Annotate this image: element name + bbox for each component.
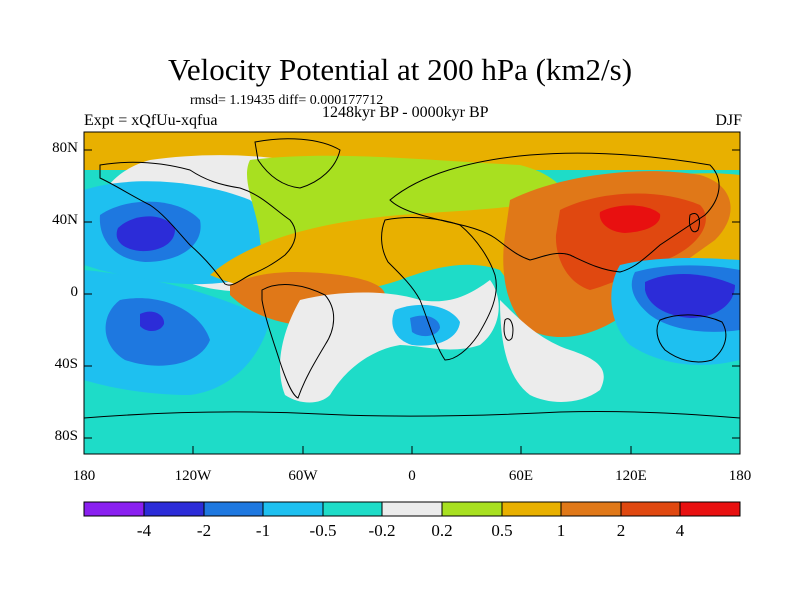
colorbar-swatch-10 [680,502,740,516]
lat-label-80s: 80S [54,428,78,444]
lat-ticks [84,149,740,439]
indian-neutral [500,300,604,402]
lon-label-180e: 180 [728,468,752,484]
colorbar-label-7: 1 [556,521,566,540]
lon-ticks [83,446,741,454]
lon-label-60w: 60W [288,468,318,484]
colorbar-swatch-3 [263,502,323,516]
colorbar-label-1: -2 [196,521,212,540]
lon-label-60e: 60E [508,468,534,484]
colorbar-swatch-8 [561,502,621,516]
maritime-strongneg [645,274,735,318]
lat-label-40s: 40S [54,356,78,372]
eurasia-coast [389,152,720,273]
colorbar-swatch-7 [502,502,561,516]
experiment-label: Expt = xQfUu-xqfua [84,112,218,129]
south-america-coast [261,284,335,399]
colorbar-label-3: -0.5 [309,521,337,540]
rmsd-stat: rmsd= 1.19435 diff= 0.000177712 [190,93,384,108]
colorbar-swatch-9 [621,502,680,516]
lat-label-40n: 40N [52,212,78,228]
map-title: Velocity Potential at 200 hPa (km2/s) [167,52,633,87]
lat-label-80n: 80N [52,140,78,156]
colorbar-label-2: -1 [255,521,271,540]
colorbar-swatch-6 [442,502,502,516]
africa-coast [381,217,497,361]
lon-label-120w: 120W [174,468,212,484]
colorbar-label-6: 0.5 [491,521,513,540]
colorbar-label-4: -0.2 [368,521,396,540]
lat-label-0: 0 [70,284,79,300]
coastlines [84,138,740,419]
asia-peak-positive [599,205,661,233]
colorbar-swatch-1 [144,502,204,516]
greenland-coast [254,138,341,189]
colorbar-swatch-5 [382,502,442,516]
colorbar-swatch-2 [204,502,263,516]
colorbar-swatch-0 [84,502,144,516]
lon-label-120e: 120E [615,468,647,484]
colorbar-label-0: -4 [136,521,152,540]
spacific-negative-core [105,298,210,366]
colorbar-swatch-4 [323,502,382,516]
lon-label-0: 0 [408,468,416,484]
antarctica-coast [84,410,740,419]
lon-label-180w: 180 [72,468,96,484]
colorbar [83,501,741,517]
colorbar-label-9: 4 [675,521,685,540]
north-america-coast [99,161,296,286]
satlantic-neg [410,315,440,337]
madagascar-coast [503,318,514,341]
australia-coast [656,314,727,363]
season-label: DJF [715,112,742,129]
period-label: 1248kyr BP - 0000kyr BP [322,104,489,121]
npacific-negative-peak [116,216,176,252]
spacific-negative-peak [140,311,165,332]
colorbar-label-8: 2 [616,521,626,540]
colorbar-label-5: 0.2 [431,521,453,540]
japan-coast [689,213,700,233]
contour-field [84,132,740,454]
